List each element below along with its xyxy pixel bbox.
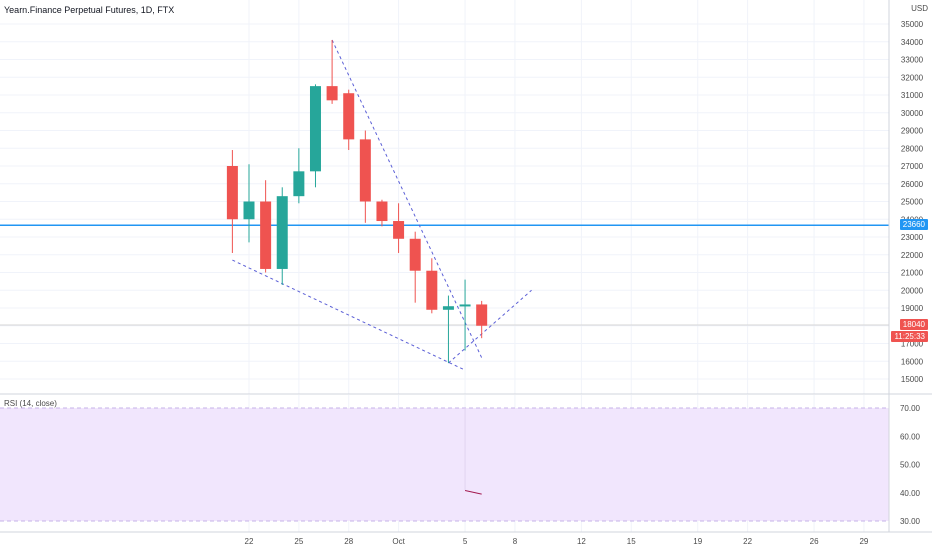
candle-body — [409, 238, 421, 271]
candle — [426, 258, 438, 314]
time-tick-label: 15 — [627, 537, 636, 546]
time-tick-label: Oct — [392, 537, 405, 546]
rsi-tick-label: 40.00 — [900, 489, 921, 498]
candle-body — [326, 86, 338, 101]
rsi-series-line — [464, 490, 482, 495]
level-price-tag: 23660 — [899, 219, 928, 231]
candle — [343, 89, 355, 151]
candle-body — [276, 196, 288, 269]
candle-body — [260, 201, 272, 269]
candle — [376, 199, 388, 227]
trendlines — [232, 39, 532, 371]
price-tick-label: 35000 — [901, 20, 924, 29]
level-line — [0, 224, 889, 326]
candle — [409, 231, 421, 303]
candle — [476, 300, 488, 339]
rsi-pane — [0, 407, 889, 522]
candle — [393, 203, 405, 253]
price-tick-label: 32000 — [901, 73, 924, 82]
price-tick-label: 21000 — [901, 269, 924, 278]
price-tick-label: 29000 — [901, 127, 924, 136]
candle — [293, 148, 305, 204]
candle-body — [393, 221, 405, 239]
candle — [459, 279, 471, 351]
rsi-tick-label: 50.00 — [900, 461, 921, 470]
rsi-line — [464, 408, 482, 495]
rsi-tick-label: 70.00 — [900, 404, 921, 413]
price-tick-label: 26000 — [901, 180, 924, 189]
time-tick-label: 22 — [743, 537, 752, 546]
candle-body — [226, 166, 238, 220]
rsi-tick-label: 60.00 — [900, 432, 921, 441]
price-tick-label: 17000 — [901, 340, 924, 349]
candle-body — [359, 139, 371, 202]
last-price-tag: 18040 — [899, 319, 928, 331]
candle — [359, 130, 371, 223]
candle — [243, 164, 255, 243]
candle — [226, 150, 238, 253]
rsi-tick-label: 30.00 — [900, 517, 921, 526]
price-tick-label: 30000 — [901, 109, 924, 118]
price-tick-label: 25000 — [901, 198, 924, 207]
candle-body — [442, 306, 454, 310]
time-tick-label: 25 — [294, 537, 303, 546]
price-tick-label: 20000 — [901, 286, 924, 295]
time-tick-label: 12 — [577, 537, 586, 546]
price-tick-label: 16000 — [901, 357, 924, 366]
candle — [276, 187, 288, 285]
price-tick-label: 23000 — [901, 233, 924, 242]
price-tick-label: 28000 — [901, 144, 924, 153]
countdown-tag: 11:25:33 — [891, 331, 928, 343]
candle-body — [476, 304, 488, 326]
price-tick-label: 22000 — [901, 251, 924, 260]
candle — [326, 39, 338, 104]
price-tick-label: 19000 — [901, 304, 924, 313]
price-tick-label: 33000 — [901, 56, 924, 65]
rsi-title: RSI (14, close) — [4, 399, 57, 408]
candle-body — [426, 270, 438, 310]
candle — [442, 295, 454, 364]
candle-body — [243, 201, 255, 220]
chart-title: Yearn.Finance Perpetual Futures, 1D, FTX — [4, 5, 175, 15]
time-tick-label: 29 — [859, 537, 868, 546]
time-tick-label: 26 — [810, 537, 819, 546]
price-tick-label: 27000 — [901, 162, 924, 171]
time-tick-label: 5 — [463, 537, 468, 546]
price-tick-label: 34000 — [901, 38, 924, 47]
price-tick-label: 15000 — [901, 375, 924, 384]
candle-body — [459, 304, 471, 307]
candle-body — [309, 86, 321, 172]
candle-body — [376, 201, 388, 222]
candles — [226, 39, 488, 364]
time-tick-label: 8 — [513, 537, 518, 546]
rsi-band — [0, 408, 889, 521]
time-tick-label: 22 — [245, 537, 254, 546]
candle — [309, 84, 321, 188]
price-tick-label: 31000 — [901, 91, 924, 100]
time-tick-label: 19 — [693, 537, 702, 546]
time-tick-label: 28 — [344, 537, 353, 546]
trendline — [448, 289, 532, 364]
candle — [260, 180, 272, 273]
currency-label: USD — [911, 4, 928, 13]
candle-body — [293, 171, 305, 197]
candle-body — [343, 93, 355, 140]
trendline — [232, 259, 466, 371]
trendline — [331, 39, 483, 358]
